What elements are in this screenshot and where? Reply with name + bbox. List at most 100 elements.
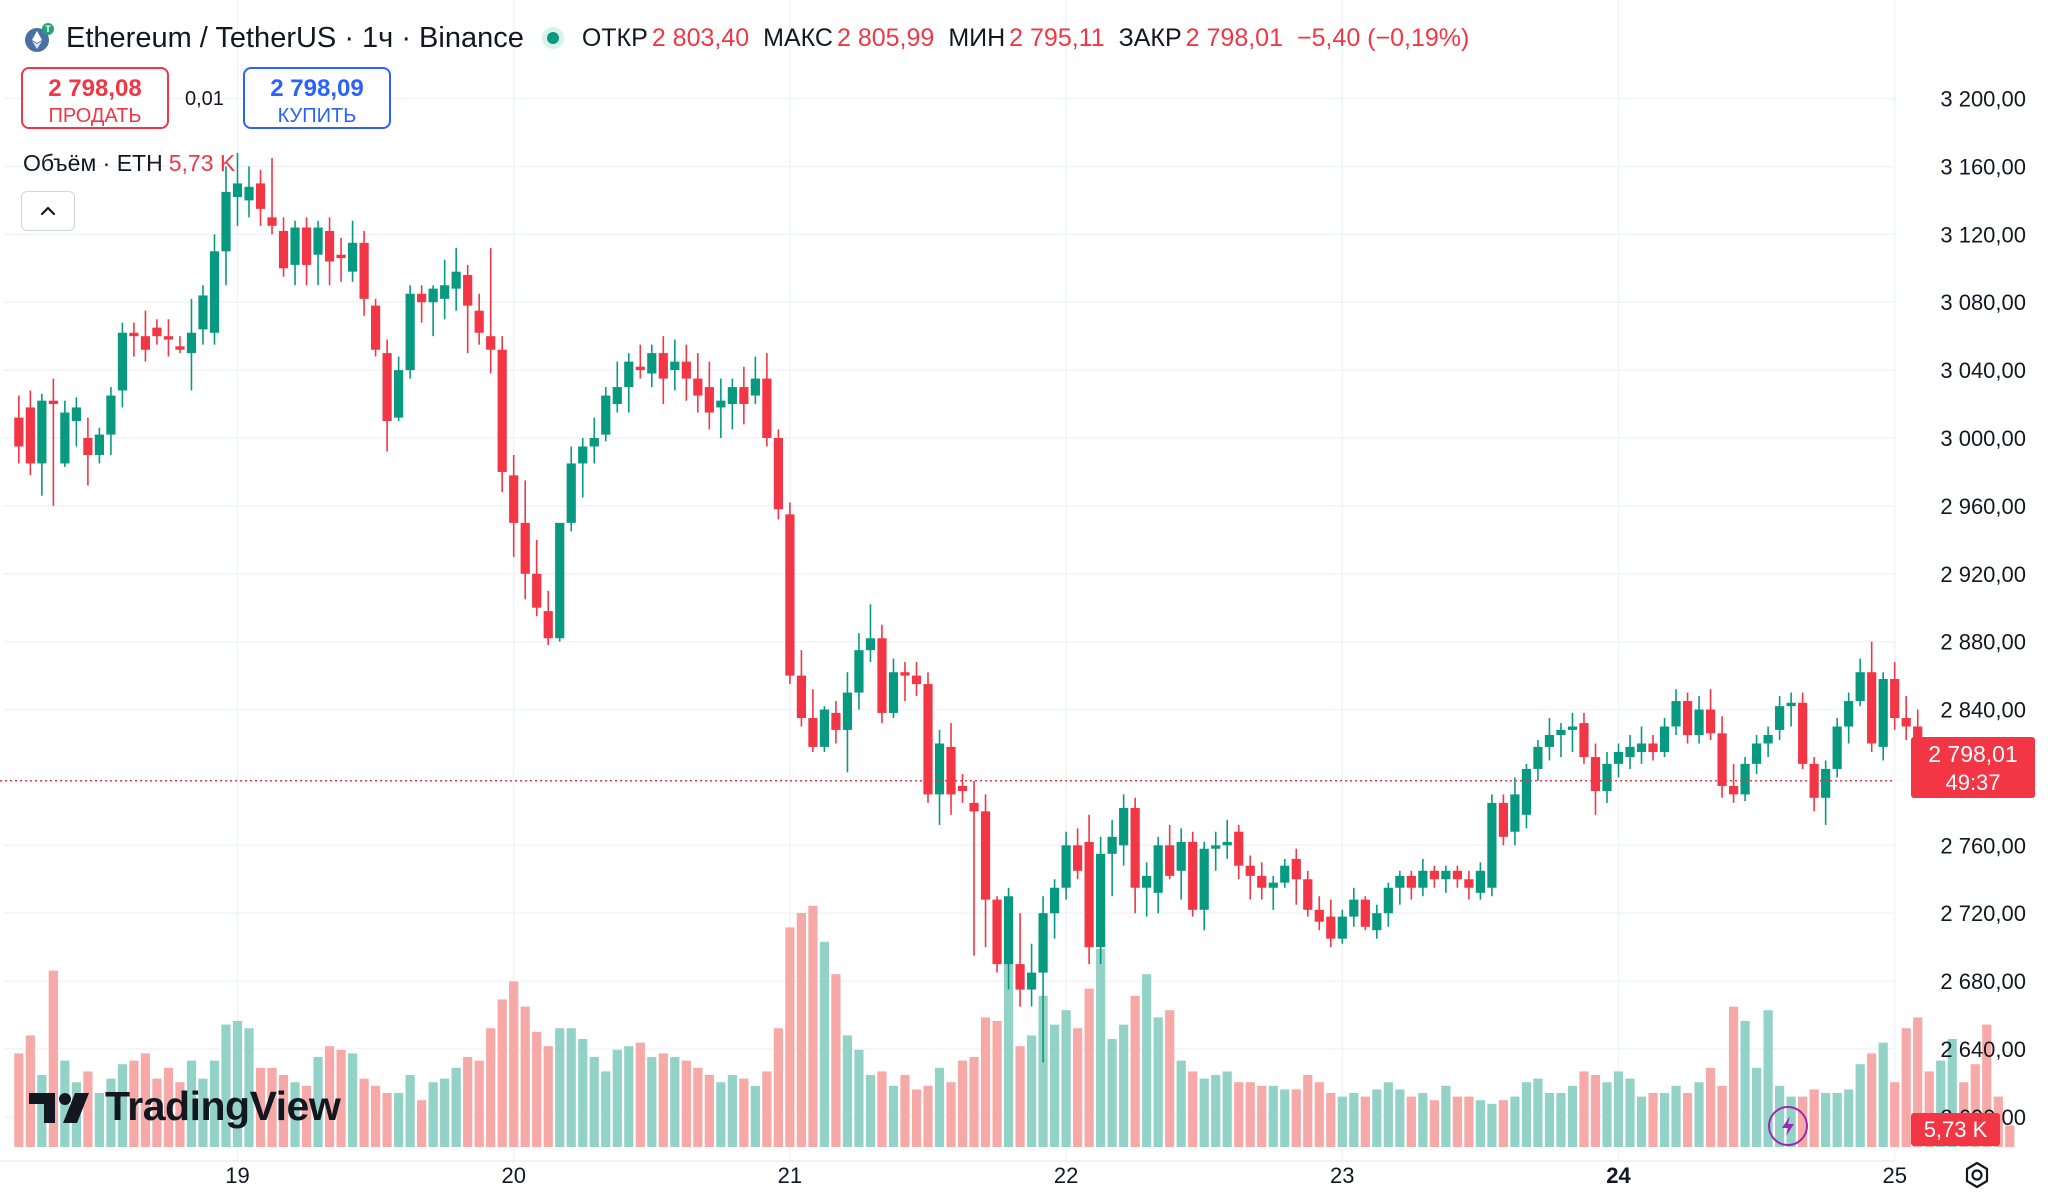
candle-body: [1878, 678, 1888, 747]
collapse-legend-button[interactable]: [21, 191, 75, 231]
candle-body: [946, 746, 956, 795]
volume-bar: [1844, 1089, 1854, 1147]
candle: [900, 662, 910, 702]
volume-bar: [1671, 1085, 1681, 1147]
volume-bar: [1694, 1082, 1704, 1147]
volume-bar: [1084, 988, 1094, 1147]
candle: [1026, 943, 1037, 1007]
candle-body: [831, 712, 841, 730]
tradingview-logo[interactable]: TradingView: [27, 1083, 341, 1130]
volume-bar: [1061, 1010, 1071, 1147]
candle-body: [1119, 807, 1129, 846]
volume-bar: [198, 1078, 208, 1147]
candle-body: [647, 353, 657, 374]
volume-bar: [1705, 1067, 1716, 1147]
buy-button[interactable]: 2 798,09 КУПИТЬ: [243, 67, 391, 129]
volume-bar: [1682, 1093, 1693, 1147]
time-axis-tick-label: 21: [778, 1163, 802, 1188]
volume-bar: [1015, 1046, 1025, 1147]
volume-bar: [290, 1082, 300, 1147]
candle-body: [934, 743, 945, 795]
volume-bar: [382, 1093, 392, 1147]
candle-body: [1705, 709, 1716, 734]
sell-label: ПРОДАТЬ: [48, 105, 142, 127]
volume-bar: [842, 1035, 853, 1147]
gear-icon[interactable]: [1962, 1160, 1992, 1190]
candle-body: [1855, 672, 1865, 702]
lightning-icon[interactable]: [1768, 1106, 1808, 1146]
candle: [773, 429, 783, 520]
candle: [1855, 658, 1865, 707]
candle-body: [980, 811, 991, 900]
candle: [428, 285, 438, 337]
candle-body: [658, 353, 668, 379]
volume-bar: [1349, 1093, 1359, 1147]
volume-bar: [946, 1082, 956, 1147]
time-axis-tick-label: 19: [225, 1163, 249, 1188]
sell-button[interactable]: 2 798,08 ПРОДАТЬ: [21, 67, 169, 129]
candle-body: [739, 387, 749, 405]
candle: [394, 356, 404, 422]
candle: [681, 344, 691, 401]
candle: [1636, 726, 1647, 764]
candle: [1049, 879, 1060, 939]
volume-legend-value: 5,73 K: [168, 150, 236, 176]
candle: [1533, 740, 1543, 781]
candle-body: [1337, 916, 1347, 939]
symbol-title[interactable]: Ethereum / TetherUS · 1ч · Binance: [66, 21, 524, 54]
candle: [1326, 899, 1336, 948]
candle-body: [1188, 841, 1198, 910]
candle: [762, 353, 772, 447]
candle-body: [992, 899, 1002, 965]
volume-bar: [957, 1060, 968, 1147]
candle-body: [819, 709, 830, 747]
volume-bar: [221, 1024, 231, 1147]
volume-bar: [819, 941, 830, 1147]
candle-body: [865, 638, 876, 651]
ethereum-logo-icon[interactable]: T: [22, 21, 56, 55]
volume-bar: [1188, 1071, 1198, 1147]
candle: [1245, 855, 1255, 900]
volume-bar: [969, 1057, 979, 1147]
candle: [1003, 887, 1014, 990]
volume-bar: [980, 1017, 991, 1147]
volume-bar: [1936, 1060, 1946, 1147]
volume-bar: [1809, 1089, 1819, 1147]
candle-body: [347, 242, 358, 272]
candle-body: [451, 271, 461, 289]
candle: [1498, 794, 1509, 846]
volume-bar: [25, 1035, 35, 1147]
candle: [1602, 751, 1612, 803]
candle-body: [417, 293, 427, 303]
candle: [1556, 723, 1566, 758]
tradingview-wordmark: TradingView: [105, 1083, 341, 1129]
candle-body: [198, 295, 208, 330]
candle-body: [1613, 751, 1624, 764]
candle-body: [900, 672, 910, 676]
volume-bar: [1326, 1093, 1336, 1147]
volume-bar: [1763, 1010, 1773, 1147]
price-axis-tick-label: 3 040,00: [1940, 358, 2026, 383]
candle-body: [1303, 879, 1313, 910]
price-axis-tick-label: 2 640,00: [1940, 1037, 2026, 1062]
candle: [71, 397, 81, 447]
candle-body: [371, 305, 381, 350]
candle: [382, 339, 392, 452]
candle: [704, 361, 714, 430]
volume-bar: [209, 1060, 220, 1147]
candle: [658, 336, 668, 405]
volume-bar: [1648, 1093, 1658, 1147]
candle-body: [612, 387, 622, 405]
candle: [14, 395, 24, 464]
volume-legend[interactable]: Объём · ETH 5,73 K: [23, 150, 235, 177]
low-label: МИН: [948, 23, 1006, 52]
candle-body: [1533, 746, 1543, 769]
candle-body: [301, 227, 312, 265]
candle-body: [681, 361, 691, 379]
volume-bar: [1855, 1064, 1865, 1147]
candle: [1705, 689, 1716, 741]
volume-bar: [463, 1057, 473, 1147]
volume-bar: [1176, 1060, 1186, 1147]
volume-bar: [543, 1046, 553, 1147]
